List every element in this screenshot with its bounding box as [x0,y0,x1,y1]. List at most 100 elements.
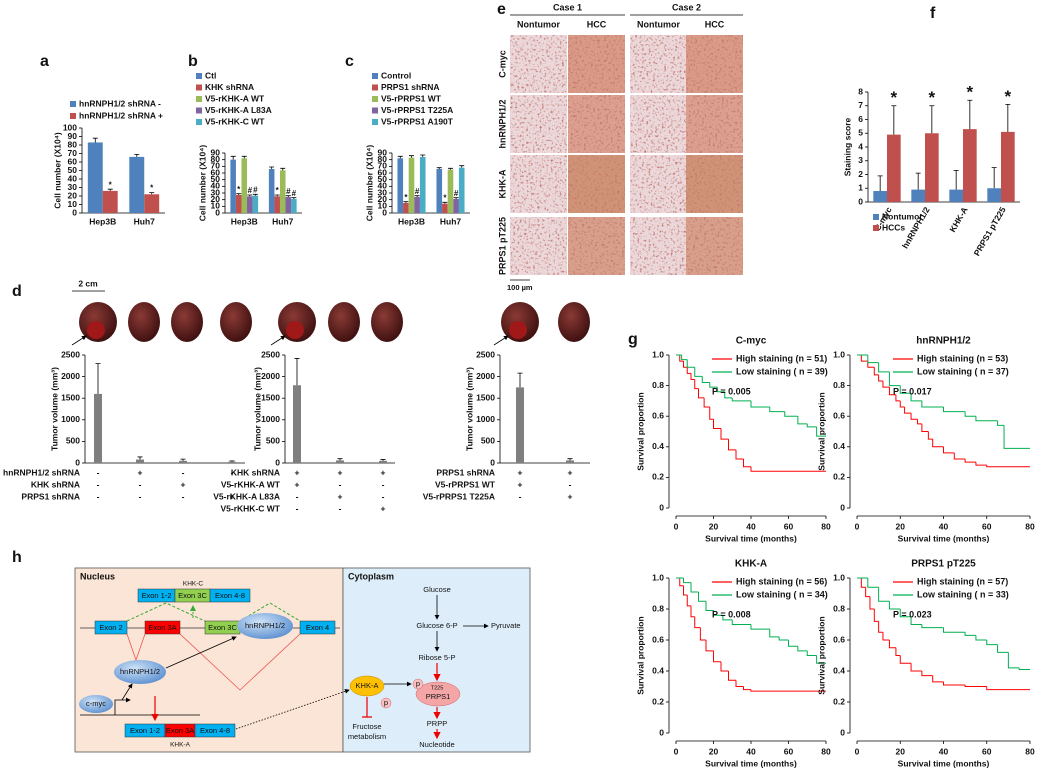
bar-annotation: * [967,83,974,102]
y-tick-label: 6 [858,114,863,124]
condition-mark: + [518,467,523,477]
panel-label: f [930,5,936,22]
ihc-image [686,35,743,93]
survival-step [943,407,966,413]
survival-step [731,397,751,402]
y-axis-label: Tumor volume (mm³) [252,367,262,451]
bar-annotation: # [292,189,297,198]
exon [94,620,128,635]
legend-label: Low staining ( n = 39) [736,366,828,376]
condition-mark: + [295,479,300,489]
y-tick-label: 0.4 [833,441,845,451]
arrow [235,689,350,730]
bar-annotation: * [237,185,241,194]
legend-swatch [873,225,879,231]
survival-step [921,423,929,432]
error-bar [453,197,459,199]
y-tick-label: 0.2 [652,472,664,482]
case-label: Case 1 [553,2,582,12]
bar [235,195,242,213]
error-bar [517,372,523,388]
y-tick-label: 500 [481,436,495,446]
x-axis-label: Survival time (months) [705,758,797,768]
y-tick-label: 20 [378,194,388,204]
panel-label: a [40,53,49,70]
x-tick-label: 0 [674,521,679,531]
x-tick-label: 40 [939,521,949,531]
y-tick-label: 30 [378,187,388,197]
chart-title: KHK-A [735,559,767,570]
bar-annotation: # [253,185,258,194]
error-bar [337,458,343,461]
survival-step [750,466,826,472]
y-tick-label: 0.4 [833,665,845,675]
y-tick-label: 0.6 [652,410,664,420]
survival-step [910,663,922,672]
survival-step [910,393,922,402]
condition-mark: + [181,479,186,489]
y-tick-label: 20 [68,190,78,200]
survival-step [964,459,976,463]
error-bar [95,363,101,394]
error-bar [877,175,883,191]
bar-annotation: * [1005,87,1012,106]
error-bar [236,193,242,195]
scale-label: 100 µm [507,283,533,292]
survival-step [910,413,918,420]
protein-label: hnRNPH1/2 [120,667,160,676]
x-tick-label: PRPS1 pT225 [972,205,1008,258]
legend-label: High staining (n = 51) [736,353,827,363]
bar [458,167,465,213]
survival-step [975,416,998,422]
condition-mark: - [339,503,342,513]
y-tick-label: 10 [211,201,221,211]
x-tick-label: 80 [821,521,831,531]
y-tick-label: 1.0 [652,572,664,582]
x-tick-label: 40 [939,746,949,756]
survival-step [720,428,729,440]
survival-step [716,387,725,393]
y-axis-label: Cell number (X10⁴) [52,132,62,209]
survival-step [683,361,688,368]
survival-step [769,407,785,413]
y-tick-label: 1500 [476,392,495,402]
y-tick-label: 0.8 [833,603,845,613]
ihc-image [686,217,743,275]
y-tick-label: 0.8 [652,603,664,613]
protein-label: KHK-A [356,681,379,690]
y-tick-label: 0.8 [833,380,845,390]
y-tick-label: 2500 [476,349,495,359]
survival-step [895,647,901,656]
condition-mark: + [381,503,386,513]
x-tick-label: 40 [746,746,756,756]
y-tick-label: 1000 [476,414,495,424]
survival-step [888,640,896,649]
y-axis-label: Tumor volume (mm³) [464,367,474,451]
condition-label: V5-rPRPS1 WT [435,479,496,489]
ihc-image [630,155,687,213]
survival-step [709,382,718,388]
legend-label: KHK shRNA [205,82,254,92]
panel-label: d [12,283,22,300]
y-tick-label: 1.0 [833,349,845,359]
x-axis-label: Survival time (months) [898,533,990,543]
survival-step [986,465,1030,468]
exon [299,620,336,635]
y-tick-label: 0 [858,196,863,206]
y-tick-label: 0.2 [652,696,664,706]
survival-step [816,655,826,664]
survival-step [743,686,751,691]
legend-swatch [372,107,378,114]
legend-label: V5-rPRPS1 WT [381,93,442,103]
bar-annotation: # [415,187,420,196]
legend-swatch [372,84,378,91]
condition-mark: - [97,479,100,489]
bar-annotation: # [454,189,459,198]
y-tick-label: 1.0 [833,572,845,582]
y-tick-label: 40 [378,181,388,191]
legend-label: V5-rKHK-C WT [205,116,265,126]
error-bar [137,456,143,460]
